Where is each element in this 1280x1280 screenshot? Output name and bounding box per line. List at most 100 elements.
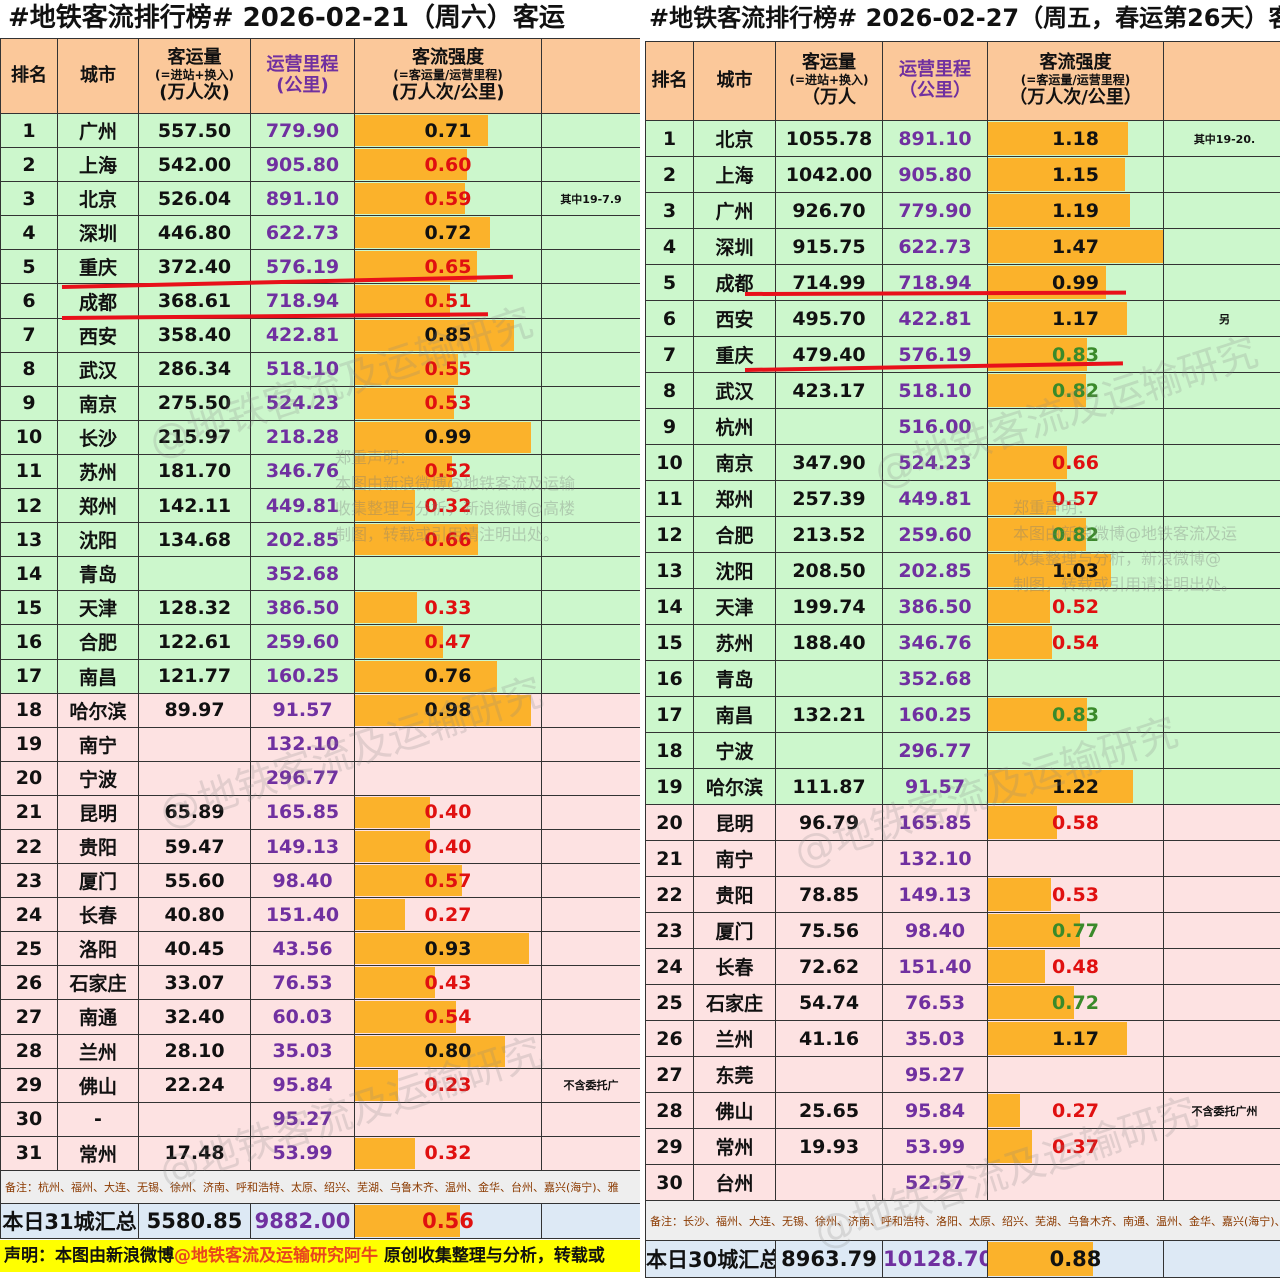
rank-cell: 24 [645,948,694,985]
side-note [1163,588,1280,625]
intensity-value: 0.55 [424,358,472,381]
total-mileage: 10128.70 [882,1240,988,1278]
city-cell: 合肥 [57,624,139,660]
intensity-unit: (万人次/公里) [391,81,505,103]
intensity-value: 0.47 [424,630,472,653]
intensity-value: 0.71 [424,119,472,142]
intensity-cell [987,732,1164,769]
intensity-cell: 0.43 [354,965,542,1001]
intensity-cell: 0.60 [354,147,542,183]
intensity-cell: 0.48 [987,948,1164,985]
rank-cell: 6 [0,283,58,319]
intensity-value: 0.33 [424,596,472,619]
intensity-value: 0.98 [424,699,472,722]
intensity-bar [988,302,1128,335]
intensity-bar [355,421,531,453]
side-note [1163,444,1280,481]
mileage-cell: 91.57 [882,768,988,805]
mileage-cell: 386.50 [882,588,988,625]
side-note [541,488,640,524]
total-intensity: 0.88 [987,1240,1164,1278]
city-cell: 哈尔滨 [57,692,139,728]
mileage-cell: 76.53 [882,984,988,1021]
rank-cell: 28 [645,1092,694,1129]
rank-cell: 9 [645,408,694,445]
volume-cell [138,1101,251,1137]
notes-text: 备注：长沙、福州、大连、无锡、徐州、济南、呼和浩特、洛阳、太原、绍兴、芜湖、乌鲁… [645,1200,1280,1241]
rank-cell: 13 [0,522,58,558]
side-note [541,1135,640,1171]
notes-text: 备注：杭州、福州、大连、无锡、徐州、济南、呼和浩特、太原、绍兴、芜湖、乌鲁木齐、… [0,1169,640,1204]
mileage-cell: 622.73 [882,228,988,265]
side-note [1163,336,1280,373]
table-row: 1 广州 557.50 779.90 0.71 [0,112,640,149]
city-cell: 厦门 [57,863,139,899]
side-note [541,283,640,319]
header-intensity: 客流强度 (=客运量/运营里程) (万人次/公里) [354,38,542,114]
intensity-value: 0.57 [1052,487,1099,510]
intensity-value: 0.72 [1052,991,1099,1014]
total-row: 本日31城汇总 5580.85 9882.00 0.56 [0,1202,640,1239]
intensity-cell: 0.59 [354,181,542,217]
side-note: 不含委托广州 [1163,1092,1280,1129]
city-cell: 深圳 [693,228,776,265]
volume-cell: 446.80 [138,215,251,251]
mileage-cell: 53.99 [250,1135,355,1171]
intensity-cell: 0.47 [354,624,542,660]
table-row: 11 苏州 181.70 346.76 0.52 [0,453,640,490]
side-note [1163,372,1280,409]
city-cell: 青岛 [57,556,139,592]
intensity-value: 0.93 [424,937,472,960]
side-note [1163,768,1280,805]
intensity-value: 0.32 [424,1142,472,1165]
intensity-value: 0.43 [424,971,472,994]
volume-cell: 25.65 [775,1092,883,1129]
table-row: 19 南宁 132.10 [0,726,640,762]
table-row: 15 天津 128.32 386.50 0.33 [0,590,640,626]
table-row: 1 北京 1055.78 891.10 1.18 其中19-20. [645,120,1280,157]
mileage-cell: 259.60 [882,516,988,553]
mileage-cell: 202.85 [882,552,988,589]
header-city: 城市 [57,38,139,114]
rank-cell: 26 [645,1020,694,1057]
table-row: 9 南京 275.50 524.23 0.53 [0,385,640,421]
table-row: 5 重庆 372.40 576.19 0.65 [0,249,640,285]
volume-cell: 423.17 [775,372,883,409]
intensity-cell: 0.71 [354,112,542,149]
mileage-cell: 95.84 [882,1092,988,1129]
intensity-bar [355,967,436,999]
intensity-cell: 0.32 [354,488,542,524]
rank-cell: 16 [645,660,694,697]
city-cell: 南京 [57,385,139,421]
table-row: 29 佛山 22.24 95.84 0.23 不含委托广 [0,1067,640,1103]
volume-cell: 542.00 [138,147,251,183]
volume-cell: 78.85 [775,876,883,913]
side-note [1163,1020,1280,1057]
intensity-bar [355,1035,505,1067]
city-cell: 广州 [693,192,776,229]
intensity-bar [355,626,443,658]
intensity-value: 0.56 [422,1208,474,1233]
volume-cell [138,760,251,796]
intensity-bar [355,183,466,215]
table-row: 25 石家庄 54.74 76.53 0.72 [645,984,1280,1021]
intensity-cell: 0.57 [354,863,542,899]
volume-cell: 358.40 [138,317,251,353]
header-mileage: 运营里程 （公里） [882,41,988,121]
rank-cell: 18 [0,692,58,728]
intensity-bar [988,806,1058,839]
intensity-cell: 0.52 [987,588,1164,625]
city-cell: 台州 [693,1164,776,1201]
city-cell: 佛山 [57,1067,139,1103]
table-row: 3 广州 926.70 779.90 1.19 [645,192,1280,229]
rank-cell: 26 [0,965,58,1001]
intensity-bar [988,878,1052,911]
table-row: 23 厦门 75.56 98.40 0.77 [645,912,1280,949]
volume-sub: (=进站+换入) [154,68,235,83]
rank-cell: 25 [0,931,58,967]
mileage-cell: 779.90 [250,112,355,149]
mileage-cell: 52.57 [882,1164,988,1201]
intensity-bar [355,319,514,351]
right-title: #地铁客流排行榜# 2026-02-27（周五，春运第26天）客 [649,4,1280,32]
table-row: 23 厦门 55.60 98.40 0.57 [0,863,640,899]
